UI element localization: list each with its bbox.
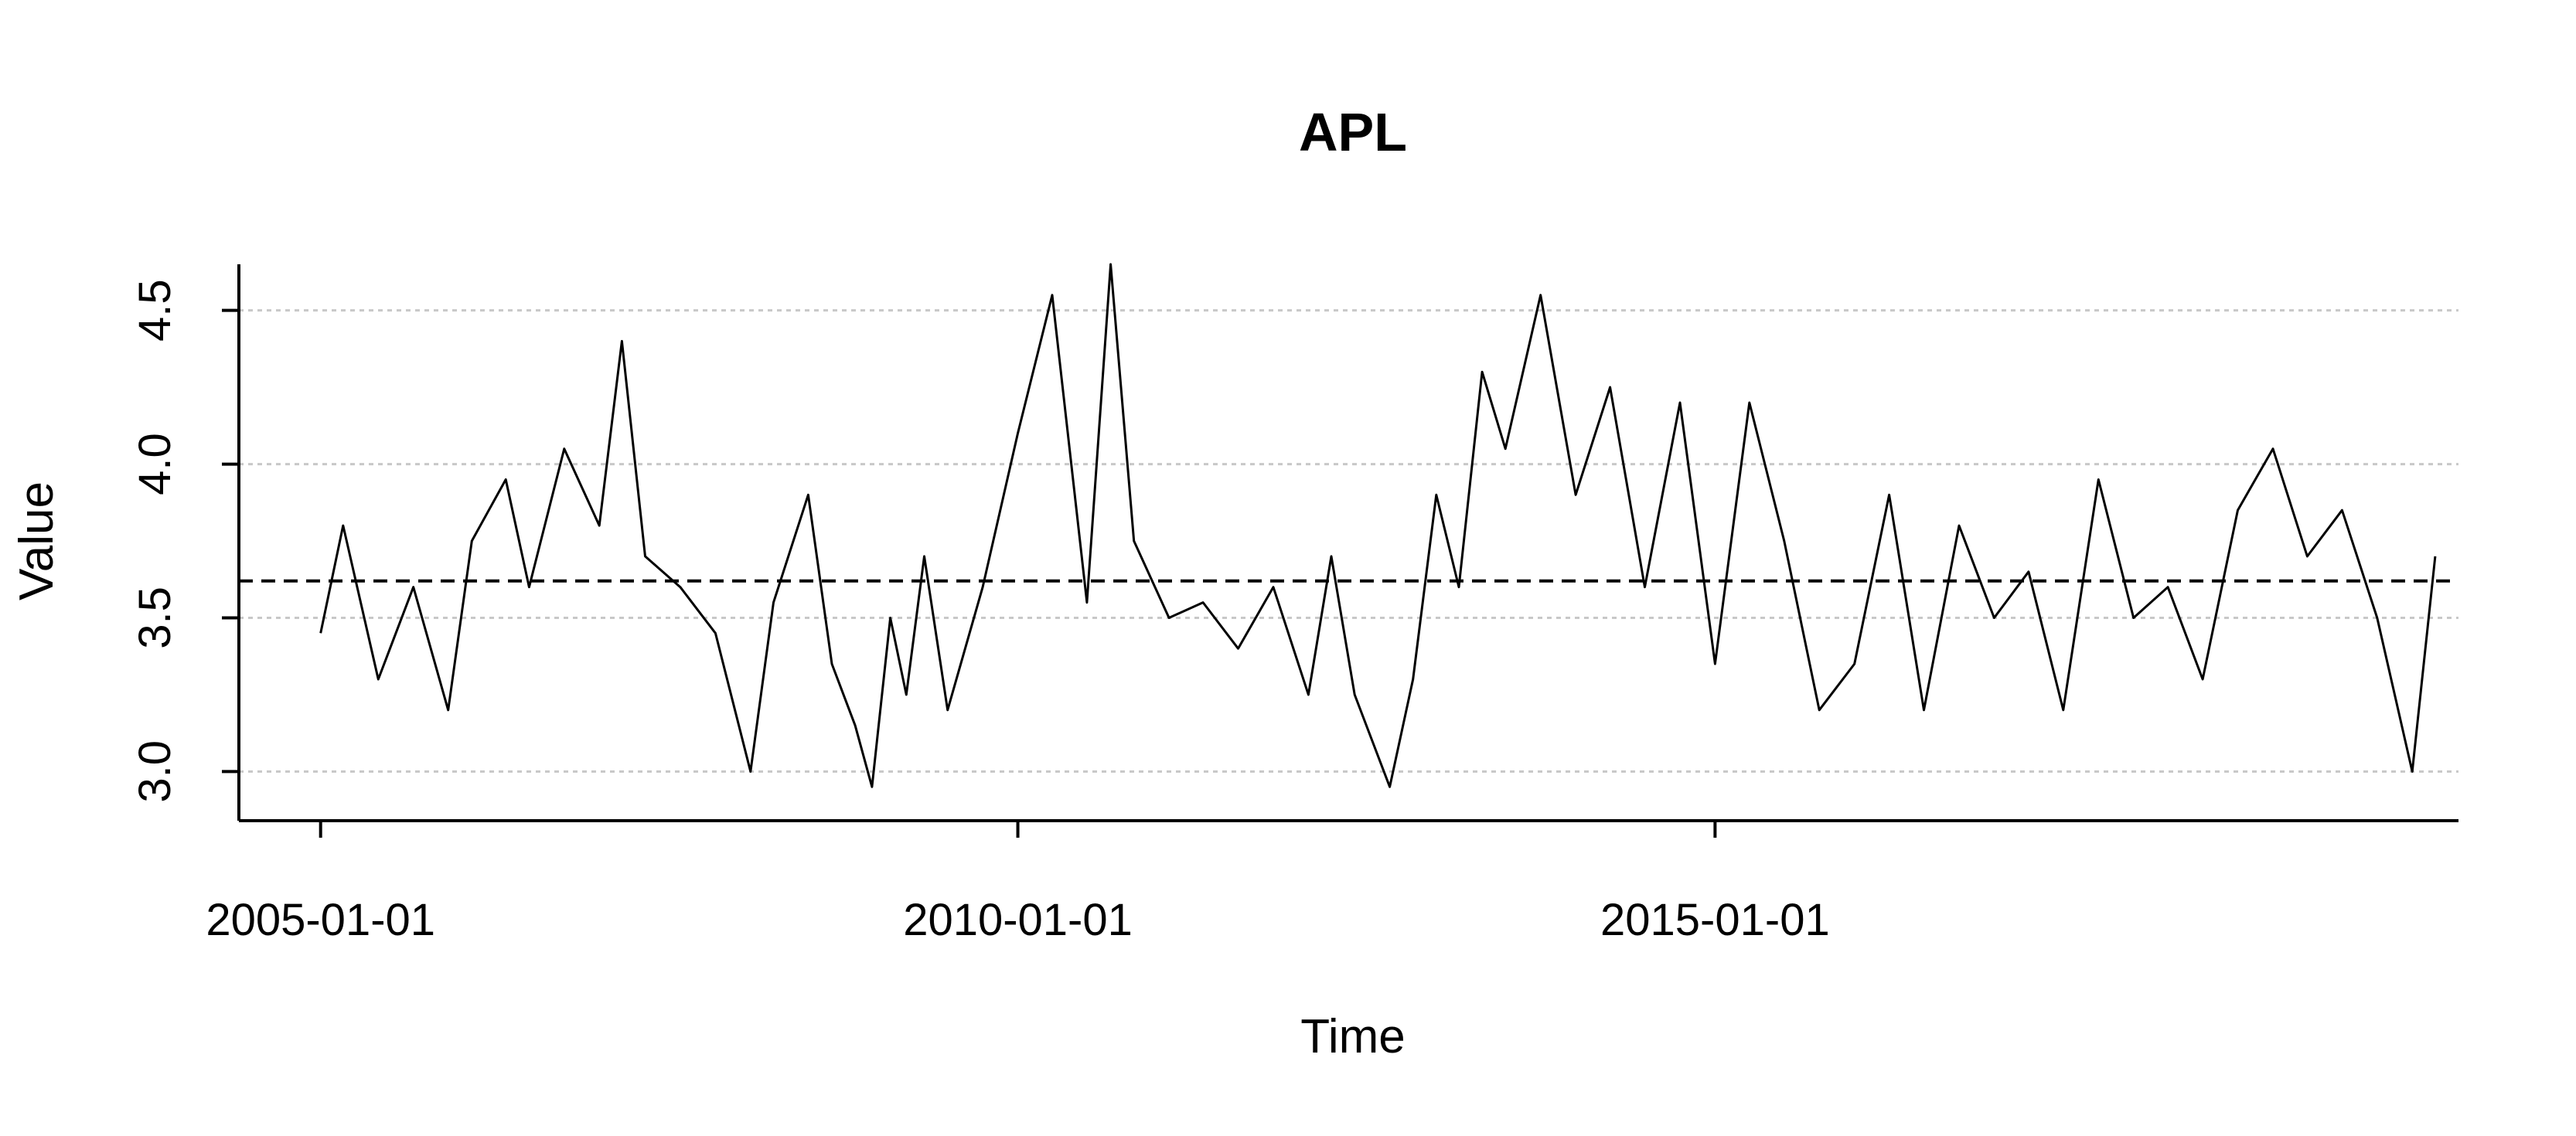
x-axis-ticks: 2005-01-01 2010-01-01 2015-01-01 (206, 821, 1830, 945)
x-axis-label: Time (1300, 1010, 1405, 1063)
y-tick-label: 4.0 (130, 433, 180, 495)
y-tick-label: 4.5 (130, 279, 180, 342)
x-tick-label: 2010-01-01 (903, 895, 1133, 945)
x-tick-label: 2015-01-01 (1600, 895, 1830, 945)
y-tick-label: 3.5 (130, 587, 180, 649)
x-tick-label: 2005-01-01 (206, 895, 435, 945)
chart-title: APL (1299, 102, 1407, 162)
y-tick-label: 3.0 (130, 740, 180, 803)
y-axis-ticks: 3.0 3.5 4.0 4.5 (130, 279, 239, 803)
series-line (319, 263, 2437, 788)
y-gridlines (239, 309, 2458, 773)
y-axis-label: Value (10, 481, 63, 600)
